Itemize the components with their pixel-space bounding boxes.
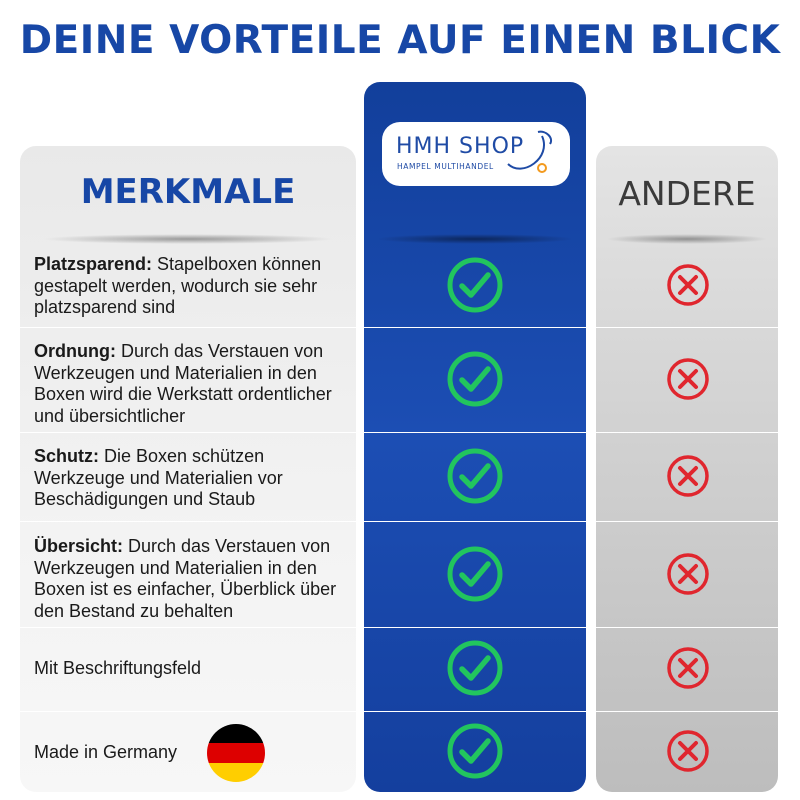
cross-icon <box>666 729 710 778</box>
logo-subtext: HAMPEL MULTIHANDEL <box>397 162 494 171</box>
feature-2-label: Ordnung: <box>34 341 116 361</box>
row-divider <box>20 327 778 328</box>
cross-icon <box>666 357 710 406</box>
logo-orbit-icon <box>507 130 552 173</box>
feature-2-description: Durch das Verstauen von Werkzeugen und M… <box>34 341 332 426</box>
cross-icon <box>666 454 710 503</box>
header-divider-left <box>42 234 334 244</box>
header-divider-mid <box>376 234 574 244</box>
feature-6-text: Made in Germany <box>34 742 356 764</box>
check-icon <box>445 544 505 609</box>
others-column <box>596 146 778 792</box>
header-divider-right <box>606 234 768 244</box>
row-divider <box>20 627 778 628</box>
cross-icon <box>666 552 710 601</box>
feature-2-text: Ordnung: Durch das Verstauen von Werkzeu… <box>34 341 356 427</box>
feature-3-label: Schutz: <box>34 446 99 466</box>
feature-1-text: Platzsparend: Stapelboxen können gestape… <box>34 254 356 319</box>
feature-1-label: Platzsparend: <box>34 254 153 274</box>
feature-3-description: Die Boxen schützen Werkzeuge und Materia… <box>34 446 283 509</box>
check-icon <box>445 721 505 786</box>
feature-4-label: Übersicht: <box>34 536 124 556</box>
check-icon <box>445 349 505 414</box>
cross-icon <box>666 646 710 695</box>
feature-1-description: Stapelboxen können gestapelt werden, wod… <box>34 254 322 317</box>
logo-text: HMH SHOP <box>396 134 525 159</box>
feature-3-text: Schutz: Die Boxen schützen Werkzeuge und… <box>34 446 356 511</box>
row-divider <box>20 432 778 433</box>
feature-4-description: Durch das Verstauen von Werkzeugen und M… <box>34 536 337 621</box>
row-divider <box>20 521 778 522</box>
feature-4-text: Übersicht: Durch das Verstauen von Werkz… <box>34 536 356 622</box>
features-column <box>20 146 356 792</box>
cross-icon <box>666 263 710 312</box>
check-icon <box>445 638 505 703</box>
germany-flag-icon <box>207 724 265 782</box>
feature-5-text: Mit Beschriftungsfeld <box>34 658 356 680</box>
others-header: ANDERE <box>618 174 756 213</box>
feature-6-description: Made in Germany <box>34 742 178 762</box>
check-icon <box>445 446 505 511</box>
hmh-shop-logo: HMH SHOP HAMPEL MULTIHANDEL <box>382 122 570 186</box>
page-title: DEINE VORTEILE AUF EINEN BLICK <box>19 18 781 63</box>
check-icon <box>445 255 505 320</box>
features-header: MERKMALE <box>80 172 296 212</box>
feature-5-description: Mit Beschriftungsfeld <box>34 658 202 678</box>
row-divider <box>20 711 778 712</box>
